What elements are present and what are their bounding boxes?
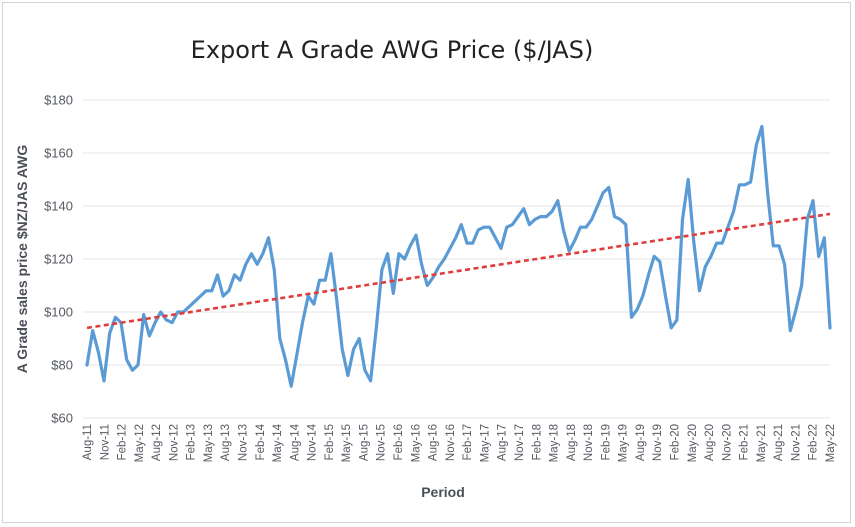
- y-tick-label: $140: [44, 199, 73, 214]
- y-tick-label: $160: [44, 146, 73, 161]
- x-axis-ticks: Aug-11 Nov-11 Feb-12 May-12 Aug-12 Nov-12 Feb-…: [82, 423, 837, 462]
- trend-line: [86, 212, 831, 330]
- y-tick-label: $100: [44, 305, 73, 320]
- x-tick-label: Aug-16: [428, 424, 440, 461]
- y-tick-label: $180: [44, 93, 73, 108]
- x-tick-label: Feb-12: [117, 424, 129, 460]
- x-tick-label: Aug-12: [151, 424, 163, 461]
- x-tick-label: Feb-18: [531, 424, 543, 460]
- x-tick-label: Feb-19: [600, 424, 612, 460]
- x-tick-label: Nov-20: [721, 424, 733, 461]
- x-tick-label: Aug-19: [635, 424, 647, 461]
- x-tick-label: Aug-21: [773, 424, 785, 461]
- x-tick-label: Aug-20: [704, 424, 716, 461]
- x-tick-label: May-20: [687, 424, 699, 462]
- x-tick-label: May-21: [756, 424, 768, 462]
- x-tick-label: Aug-15: [358, 424, 370, 461]
- chart-title: Export A Grade AWG Price ($/JAS): [191, 36, 594, 64]
- y-axis-label: A Grade sales price $NZ/JAS AWG: [14, 145, 30, 374]
- x-tick-label: Feb-15: [324, 424, 336, 460]
- x-tick-label: Aug-17: [497, 424, 509, 461]
- x-tick-label: Feb-16: [393, 424, 405, 460]
- x-tick-label: Nov-21: [790, 424, 802, 461]
- x-tick-label: Nov-15: [376, 424, 388, 461]
- x-tick-label: Nov-12: [168, 424, 180, 461]
- x-tick-label: Aug-18: [566, 424, 578, 461]
- x-tick-label: May-19: [618, 424, 630, 462]
- x-tick-label: May-17: [479, 424, 491, 462]
- x-tick-label: Feb-14: [255, 423, 267, 460]
- y-axis-ticks: $60 $80 $100 $120 $140 $160 $180: [44, 93, 73, 426]
- y-tick-label: $120: [44, 252, 73, 267]
- x-tick-label: May-16: [410, 424, 422, 462]
- y-tick-label: $80: [51, 358, 73, 373]
- price-series-line: [85, 124, 832, 388]
- gridlines: [83, 99, 830, 419]
- x-tick-label: May-13: [203, 424, 215, 462]
- x-tick-label: Nov-18: [583, 424, 595, 461]
- y-tick-label: $60: [51, 411, 73, 426]
- x-tick-label: May-22: [825, 424, 837, 462]
- x-tick-label: Nov-16: [445, 424, 457, 461]
- x-tick-label: Nov-14: [307, 423, 319, 461]
- x-tick-label: Feb-13: [186, 424, 198, 460]
- x-tick-label: Aug-11: [82, 424, 94, 460]
- x-tick-label: Nov-19: [652, 424, 664, 461]
- x-tick-label: May-12: [134, 424, 146, 462]
- x-tick-label: Nov-11: [99, 424, 111, 460]
- x-tick-label: May-15: [341, 424, 353, 462]
- x-tick-label: May-18: [549, 424, 561, 462]
- series-layer: [85, 124, 832, 388]
- x-tick-label: Nov-13: [238, 424, 250, 461]
- x-tick-label: Aug-14: [289, 423, 301, 461]
- x-axis-label: Period: [421, 484, 465, 500]
- x-tick-label: Feb-22: [808, 424, 820, 460]
- x-tick-label: Nov-17: [514, 424, 526, 461]
- x-tick-label: Feb-21: [739, 424, 751, 460]
- x-tick-label: Feb-20: [669, 424, 681, 460]
- x-tick-label: Feb-17: [462, 424, 474, 460]
- x-tick-label: Aug-13: [220, 424, 232, 461]
- x-tick-label: May-14: [272, 423, 284, 462]
